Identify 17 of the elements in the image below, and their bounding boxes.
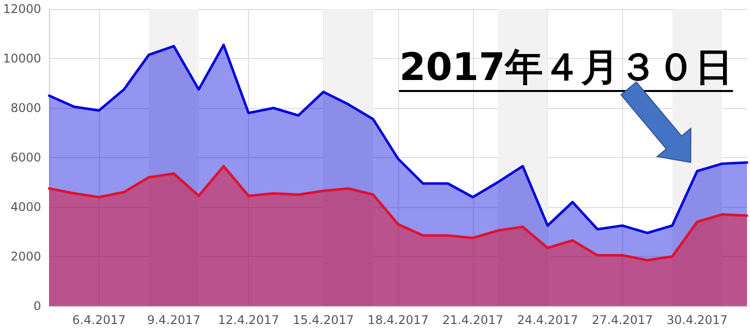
y-tick-label: 2000 — [10, 250, 42, 264]
x-tick-label: 9.4.2017 — [147, 313, 201, 327]
y-tick-label: 0 — [34, 299, 42, 313]
x-tick-label: 12.4.2017 — [218, 313, 280, 327]
x-tick-label: 30.4.2017 — [666, 313, 728, 327]
x-tick-label: 24.4.2017 — [517, 313, 578, 327]
x-tick-label: 21.4.2017 — [442, 313, 504, 327]
y-tick-label: 10000 — [2, 52, 42, 66]
x-tick-label: 15.4.2017 — [292, 313, 354, 327]
annotation: 2017年４月３０日 — [399, 44, 734, 92]
y-tick-label: 12000 — [2, 2, 42, 16]
x-tick-label: 6.4.2017 — [72, 313, 126, 327]
y-tick-label: 8000 — [10, 101, 42, 115]
x-tick-label: 27.4.2017 — [592, 313, 653, 327]
y-tick-label: 4000 — [10, 200, 42, 214]
y-tick-label: 6000 — [10, 150, 42, 164]
x-tick-label: 18.4.2017 — [368, 313, 429, 327]
